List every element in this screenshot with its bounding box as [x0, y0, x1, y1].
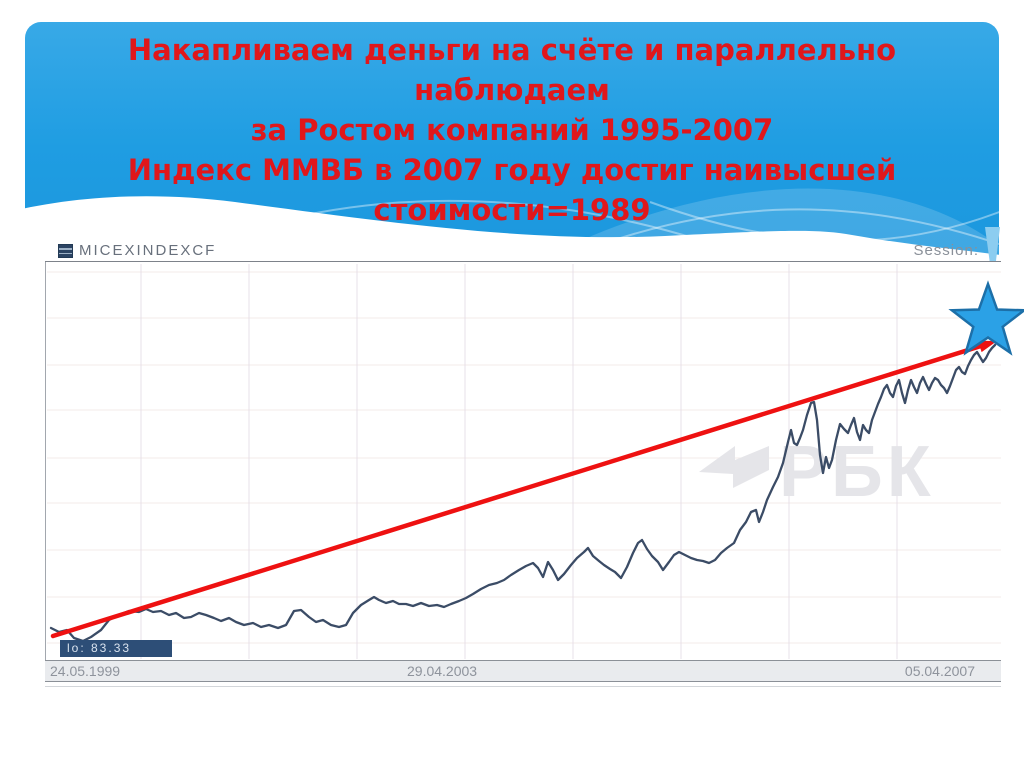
session-label: Session: [913, 242, 979, 259]
trend-line [50, 343, 984, 639]
title-line: стоимости=1989 [373, 193, 651, 227]
star-marker-icon [948, 280, 1024, 356]
gridlines [47, 264, 1001, 659]
price-line [49, 343, 997, 643]
instrument-icon [58, 243, 73, 258]
title-line: за Ростом компаний 1995-2007 [250, 113, 774, 147]
chart-image: MICEXINDEXCF Session: РБК lo: 83.33 24.0… [45, 240, 1024, 687]
low-value-badge: lo: 83.33 [60, 640, 172, 657]
rbc-watermark-text: РБК [779, 432, 935, 512]
x-axis-label-mid: 29.04.2003 [407, 663, 478, 679]
slide-title: Накапливаем деньги на счёте и параллельн… [40, 30, 984, 230]
x-axis-label-end: 05.04.2007 [904, 663, 975, 679]
chart-header: MICEXINDEXCF Session: [45, 240, 1001, 263]
x-axis-label-start: 24.05.1999 [50, 663, 121, 679]
title-line: Накапливаем деньги на счёте и параллельн… [127, 33, 897, 107]
plot-svg: РБК [47, 264, 1024, 659]
trend-arrowhead-icon [978, 340, 997, 353]
plot-area: РБК lo: 83.33 [45, 262, 1024, 660]
chart-footer-strip [45, 681, 1001, 687]
title-line: Индекс ММВБ в 2007 году достиг наивысшей [127, 153, 897, 187]
symbol-label: MICEXINDEXCF [79, 242, 217, 259]
x-axis: 24.05.1999 29.04.2003 05.04.2007 [45, 660, 1001, 682]
rbc-logo-watermark [699, 446, 769, 488]
